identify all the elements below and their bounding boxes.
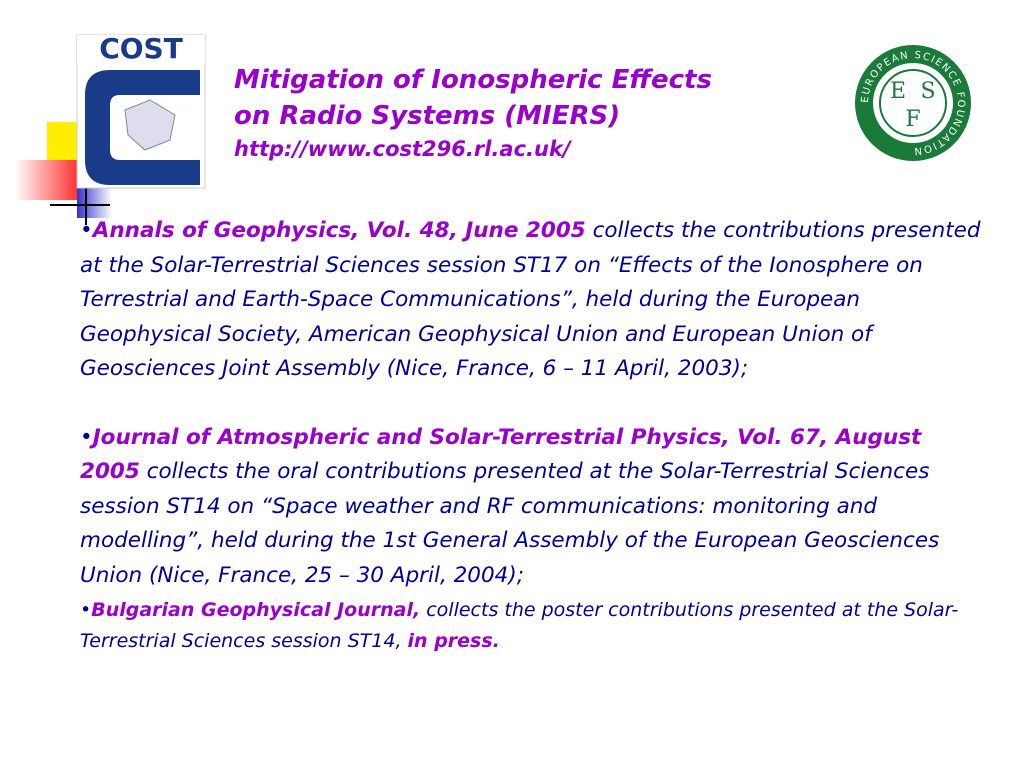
esf-logo: EUROPEAN SCIENCE FOUNDATION E S F xyxy=(855,45,971,161)
esf-letter: E xyxy=(890,79,906,104)
blue-square xyxy=(77,188,112,218)
title-line: Mitigation of Ionospheric Effects xyxy=(234,65,712,95)
esf-letter: F xyxy=(905,107,920,132)
highlight: Journal of Atmospheric and Solar-Terrest… xyxy=(80,424,922,485)
item: Annals of Geophysics, Vol. 48, June 2005… xyxy=(80,214,985,387)
header: Mitigation of Ionospheric Effects on Rad… xyxy=(234,62,712,164)
title-line: on Radio Systems (MIERS) xyxy=(234,101,621,131)
highlight: Annals of Geophysics, Vol. 48, June 2005 xyxy=(92,218,586,243)
item: Bulgarian Geophysical Journal, collects … xyxy=(80,595,985,657)
cost-text: COST xyxy=(99,32,183,65)
url: http://www.cost296.rl.ac.uk/ xyxy=(234,137,571,161)
item-text: collects the contributions presented at … xyxy=(80,218,981,381)
content: Annals of Geophysics, Vol. 48, June 2005… xyxy=(80,214,985,657)
cost-logo: COST xyxy=(76,32,206,189)
highlight: in press. xyxy=(407,630,500,652)
item-text: collects the poster contributions presen… xyxy=(80,599,959,652)
highlight: Bulgarian Geophysical Journal, xyxy=(91,599,421,621)
item-text: collects the oral contributions presente… xyxy=(80,459,940,588)
red-square xyxy=(15,160,77,200)
esf-letter: S xyxy=(920,79,935,104)
item: Journal of Atmospheric and Solar-Terrest… xyxy=(80,421,985,594)
